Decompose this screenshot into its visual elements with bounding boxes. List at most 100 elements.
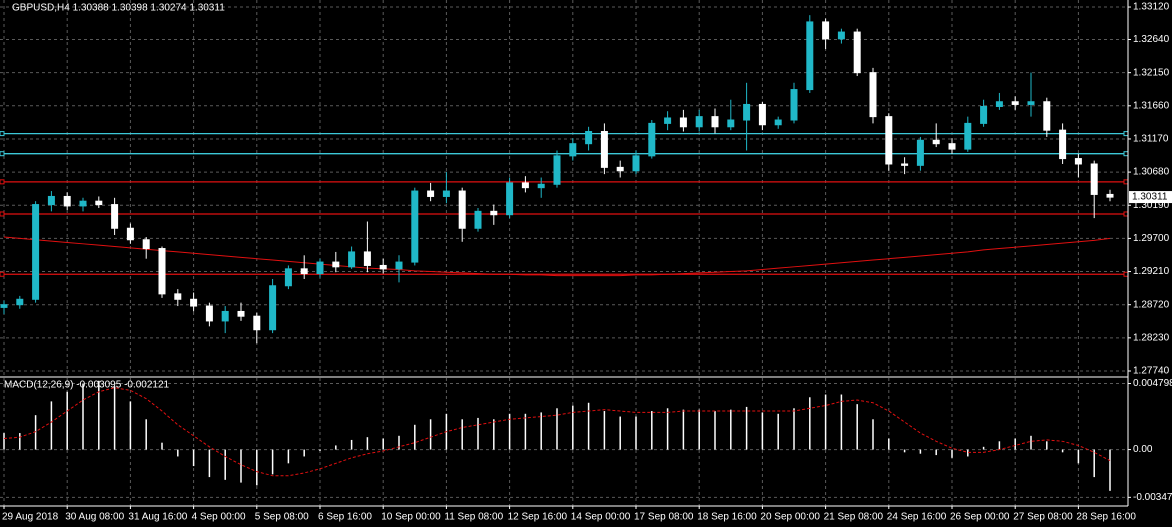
candle-body (47, 195, 55, 206)
candle-body (790, 89, 798, 121)
candle-body (822, 21, 830, 40)
candle-body (1027, 101, 1035, 105)
candle-body (348, 251, 356, 268)
y-tick-label: 1.29210 (1133, 266, 1170, 277)
candle-body (916, 139, 924, 166)
x-tick-label: 4 Sep 00:00 (192, 512, 246, 523)
candle-body (427, 190, 435, 197)
x-tick-label: 12 Sep 16:00 (508, 512, 568, 523)
candle-body (411, 190, 419, 263)
candle-body (174, 293, 182, 300)
candle-body (379, 264, 387, 270)
candle-body (648, 122, 656, 157)
x-tick-label: 20 Sep 00:00 (760, 512, 820, 523)
x-tick-label: 11 Sep 08:00 (444, 512, 503, 523)
candle-body (711, 116, 719, 128)
x-tick-label: 31 Aug 16:00 (128, 512, 187, 523)
candle-body (837, 31, 845, 40)
x-tick-label: 28 Sep 16:00 (1076, 512, 1136, 523)
chart-title: GBPUSD,H4 1.30388 1.30398 1.30274 1.3031… (12, 3, 225, 14)
candle-body (932, 139, 940, 145)
candle-body (253, 315, 261, 331)
candle-body (205, 305, 213, 322)
moving-average (3, 236, 1111, 277)
candle-body (616, 166, 624, 172)
candle-body (569, 143, 577, 157)
candle-body (679, 117, 687, 128)
candle-body (1074, 158, 1082, 165)
candle-body (332, 261, 340, 268)
y-tick-label: 0.00 (1133, 444, 1153, 455)
candle-body (126, 227, 134, 241)
candle-body (727, 119, 735, 128)
candle-body (585, 131, 593, 145)
candle-body (363, 251, 371, 266)
y-tick-label: 1.31660 (1133, 100, 1170, 111)
y-tick-label: 1.31170 (1133, 134, 1169, 145)
current-price-label: 1.30311 (1132, 192, 1168, 203)
candle-body (664, 117, 672, 124)
line-handle (0, 131, 5, 137)
candle-body (774, 119, 782, 126)
x-tick-label: 18 Sep 16:00 (697, 512, 757, 523)
line-handle (0, 271, 5, 277)
candle-body (537, 183, 545, 189)
y-tick-label: 1.33120 (1133, 2, 1170, 13)
x-tick-label: 5 Sep 08:00 (255, 512, 309, 523)
line-handle (1123, 179, 1129, 185)
candle-body (521, 182, 529, 189)
x-tick-label: 10 Sep 00:00 (381, 512, 441, 523)
candle-body (458, 190, 466, 229)
candle-body (600, 131, 608, 168)
x-tick-label: 6 Sep 16:00 (318, 512, 372, 523)
candle-body (16, 298, 24, 306)
macd-signal (3, 387, 1111, 477)
candle-body (1011, 101, 1019, 105)
candle-body (474, 210, 482, 229)
y-tick-label: 1.28230 (1133, 332, 1170, 343)
x-tick-label: 17 Sep 08:00 (634, 512, 694, 523)
candle-body (1090, 163, 1098, 195)
candle-body (237, 310, 245, 317)
candle-body (964, 122, 972, 150)
line-handle (0, 151, 5, 157)
line-handle (0, 179, 5, 185)
line-handle (0, 211, 5, 217)
candle-body (695, 116, 703, 128)
line-handle (1123, 131, 1129, 137)
x-tick-label: 24 Sep 16:00 (887, 512, 947, 523)
candle-body (553, 155, 561, 185)
line-handle (1123, 211, 1129, 217)
x-tick-label: 29 Aug 2018 (2, 512, 59, 523)
x-tick-label: 30 Aug 08:00 (65, 512, 124, 523)
candle-body (901, 163, 909, 166)
y-tick-label: 1.30190 (1133, 200, 1170, 211)
y-tick-label: -0.003471 (1133, 492, 1172, 503)
candle-body (490, 210, 498, 216)
candle-body (300, 268, 308, 275)
candle-body (1059, 129, 1067, 160)
candle-body (0, 304, 8, 308)
y-tick-label: 0.004798 (1133, 378, 1172, 389)
candle-body (632, 155, 640, 172)
candle-body (1043, 101, 1051, 131)
candle-body (269, 285, 277, 331)
candle-body (190, 298, 198, 307)
candle-body (142, 239, 150, 250)
line-handle (1123, 271, 1129, 277)
candle-body (32, 204, 40, 300)
macd-title: MACD(12,26,9) -0.003095 -0.002121 (4, 380, 170, 391)
candle-body (948, 143, 956, 150)
candle-body (79, 200, 87, 207)
candle-body (395, 261, 403, 270)
candle-body (111, 204, 119, 229)
candle-body (442, 190, 450, 197)
candle-body (853, 31, 861, 74)
y-tick-label: 1.32640 (1133, 34, 1170, 45)
candle-body (158, 248, 166, 295)
candle-body (980, 105, 988, 124)
candle-body (316, 261, 324, 275)
